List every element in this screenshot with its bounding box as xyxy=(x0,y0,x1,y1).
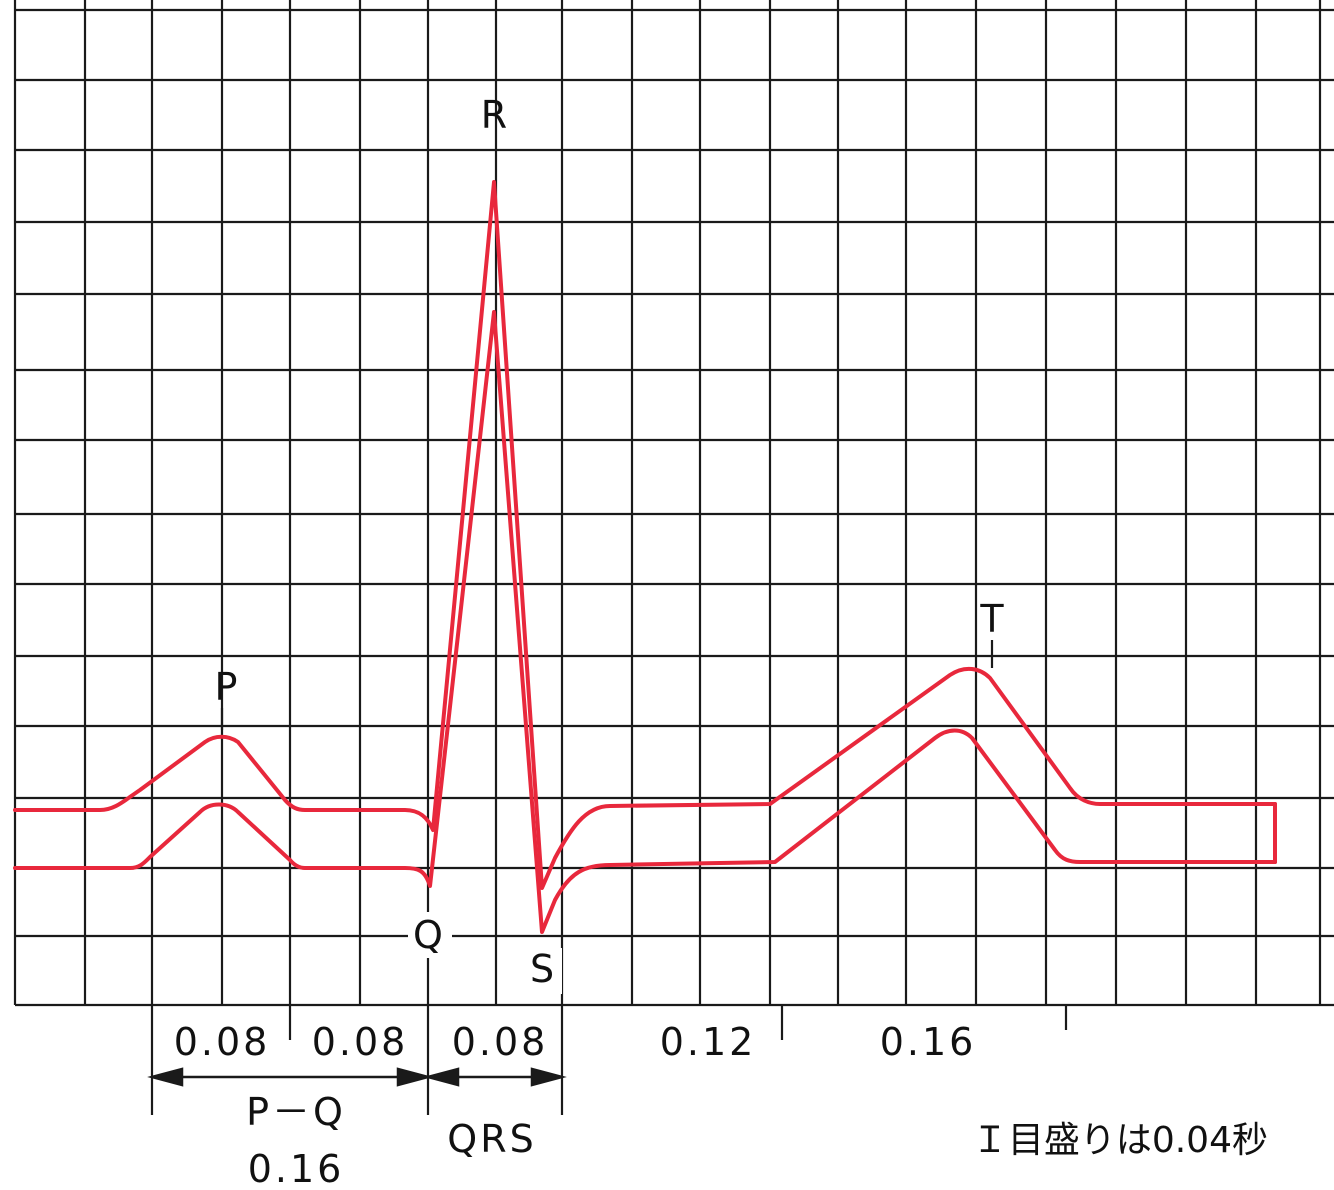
q-label-bg xyxy=(408,912,452,958)
p-duration-value: 0.08 xyxy=(174,1020,271,1064)
trace-upper-line xyxy=(13,180,1277,890)
interval-arrows xyxy=(147,1067,567,1087)
s-to-t-value: 0.12 xyxy=(660,1020,757,1064)
scale-note: Ｉ目盛りは0.04秒 xyxy=(972,1120,1268,1161)
pq-interval-value: 0.16 xyxy=(248,1147,345,1190)
r-wave-label: R xyxy=(481,93,507,137)
ecg-grid xyxy=(13,0,1334,1007)
qrs-interval-name: QRS xyxy=(447,1117,536,1161)
qrs-duration-value: 0.08 xyxy=(452,1020,549,1064)
trace-lower-line xyxy=(13,310,1277,934)
pq-interval-name: P－Q xyxy=(246,1090,346,1134)
s-wave-label: S xyxy=(530,947,554,991)
ecg-trace xyxy=(13,180,1277,934)
t-wave-label: T xyxy=(979,597,1004,641)
s-label-bg xyxy=(522,948,562,994)
p-to-q-value: 0.08 xyxy=(312,1020,409,1064)
label-ticks xyxy=(220,640,994,730)
q-wave-label: Q xyxy=(413,913,443,957)
interval-ticks xyxy=(150,1005,1068,1115)
t-duration-value: 0.16 xyxy=(880,1020,977,1064)
p-wave-label: P xyxy=(215,665,238,709)
